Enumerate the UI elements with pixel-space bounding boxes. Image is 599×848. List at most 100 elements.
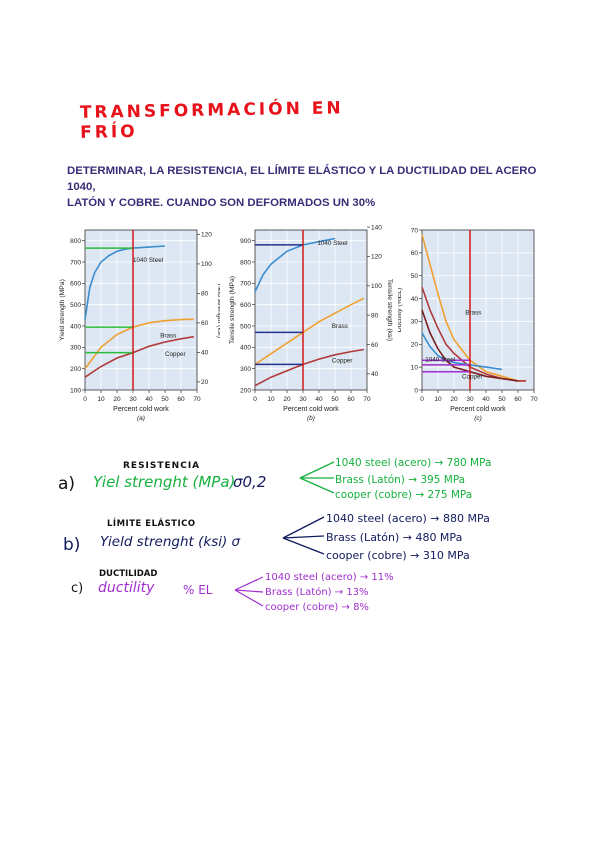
plot-frame xyxy=(84,229,198,391)
y-tick-label: 40 xyxy=(411,296,419,303)
section-b-label: Yield strenght (ksi) σ xyxy=(100,534,241,550)
section-b-letter: b) xyxy=(63,535,81,555)
x-tick-label: 20 xyxy=(113,396,121,403)
x-tick-label: 60 xyxy=(177,396,185,403)
y-tick-label: 600 xyxy=(70,281,81,288)
series-label-1040-steel: 1040 Steel xyxy=(317,240,347,247)
chart-svg: 0 10 20 30 40 50 60 70 200 300 400 500 600 700 800 900 4… xyxy=(229,224,393,422)
y-tick-label: 400 xyxy=(70,323,81,330)
y-tick-label: 100 xyxy=(70,387,81,394)
series-label-1040-steel: 1040 Steel xyxy=(425,356,455,363)
y-axis-label: Tensile strength (MPa) xyxy=(229,276,236,344)
x-tick-label: 70 xyxy=(363,396,371,403)
tensile-strength-chart: 0 10 20 30 40 50 60 70 200 300 400 500 600 700 800 900 4… xyxy=(225,222,400,432)
y-tick-label: 200 xyxy=(240,387,251,394)
y-tick-label: 900 xyxy=(240,238,251,245)
y-tick-label: 70 xyxy=(411,227,419,234)
x-axis-label: Percent cold work xyxy=(113,406,169,413)
x-tick-label: 30 xyxy=(466,396,474,403)
series-line-1040-steel xyxy=(421,332,503,371)
x-tick-label: 60 xyxy=(514,396,522,403)
series-label-copper: Copper xyxy=(462,374,483,381)
y-tick-label: 400 xyxy=(240,345,251,352)
section-c-unit: % EL xyxy=(183,583,213,597)
y-right-tick-label: 80 xyxy=(371,312,379,319)
section-a-symbol: σ0,2 xyxy=(233,473,267,491)
x-axis-label: Percent cold work xyxy=(450,406,506,413)
x-tick-label: 20 xyxy=(450,396,458,403)
y-right-tick-label: 80 xyxy=(201,291,209,298)
y-right-tick-label: 120 xyxy=(201,232,212,239)
y-right-tick-label: 60 xyxy=(371,342,379,349)
y-tick-label: 50 xyxy=(411,273,419,280)
y-axis-right-label: Yield strength (ksi) xyxy=(216,282,220,338)
series-line-copper xyxy=(84,335,194,378)
y-tick-label: 800 xyxy=(240,259,251,266)
section-b-item-steel: 1040 steel (acero) → 880 MPa xyxy=(326,512,490,525)
y-tick-label: 500 xyxy=(70,302,81,309)
page-title: TRANSFORMACIÓN EN FRÍO xyxy=(79,98,344,143)
chart-svg: 0 10 20 30 40 50 60 70 100 200 300 400 500 600 700 800 2… xyxy=(59,229,223,422)
series-label-brass: Brass xyxy=(465,310,481,317)
y-axis-right-label: Tensile strength (ksi) xyxy=(386,279,393,341)
x-tick-label: 10 xyxy=(434,396,442,403)
section-a-item-steel: 1040 steel (acero) → 780 MPa xyxy=(335,457,492,469)
section-c-item-brass: Brass (Latón) → 13% xyxy=(265,587,369,598)
section-a-letter: a) xyxy=(58,474,76,494)
section-b-item-brass: Brass (Latón) → 480 MPa xyxy=(326,531,463,544)
series-line-brass xyxy=(421,234,526,382)
series-line-brass xyxy=(254,297,365,366)
series-label-copper: Copper xyxy=(165,351,186,358)
section-c-heading: DUCTILIDAD xyxy=(99,569,158,579)
section-a-item-brass: Brass (Latón) → 395 MPa xyxy=(335,474,466,486)
plot-frame xyxy=(254,229,368,391)
x-tick-label: 60 xyxy=(347,396,355,403)
statement-line-2: LATÓN Y COBRE. CUANDO SON DEFORMADOS UN … xyxy=(67,197,376,209)
y-tick-label: 300 xyxy=(70,345,81,352)
y-right-tick-label: 40 xyxy=(201,350,209,357)
y-tick-label: 800 xyxy=(70,238,81,245)
x-tick-label: 70 xyxy=(193,396,201,403)
x-tick-label: 0 xyxy=(420,396,424,403)
y-tick-label: 500 xyxy=(240,323,251,330)
y-tick-label: 0 xyxy=(414,387,418,394)
y-axis-label: Yield strength (MPa) xyxy=(59,279,66,341)
yield-strength-chart: 0 10 20 30 40 50 60 70 100 200 300 400 500 600 700 800 2… xyxy=(45,222,223,432)
series-label-copper: Copper xyxy=(332,357,353,364)
chart-caption: (c) xyxy=(474,415,482,422)
exercise-statement: DETERMINAR, LA RESISTENCIA, EL LÍMITE EL… xyxy=(67,163,537,211)
y-right-tick-label: 120 xyxy=(371,254,382,261)
x-tick-label: 0 xyxy=(83,396,87,403)
y-tick-label: 300 xyxy=(240,366,251,373)
y-tick-label: 700 xyxy=(70,259,81,266)
y-tick-label: 30 xyxy=(411,319,419,326)
x-tick-label: 30 xyxy=(129,396,137,403)
section-b-item-copper: cooper (cobre) → 310 MPa xyxy=(326,549,470,562)
y-tick-label: 700 xyxy=(240,281,251,288)
y-tick-label: 200 xyxy=(70,366,81,373)
y-right-tick-label: 140 xyxy=(371,224,382,231)
section-a-label: Yiel strenght (MPa) xyxy=(93,473,236,491)
chart-caption: (a) xyxy=(137,415,145,422)
section-b-heading: LÍMITE ELÁSTICO xyxy=(107,519,196,529)
x-tick-label: 0 xyxy=(253,396,257,403)
x-axis-label: Percent cold work xyxy=(283,406,339,413)
section-a-heading: RESISTENCIA xyxy=(123,461,201,471)
x-tick-label: 40 xyxy=(315,396,323,403)
y-tick-label: 60 xyxy=(411,250,419,257)
y-axis-label: Ductility (%EL) xyxy=(398,288,403,333)
x-tick-label: 50 xyxy=(161,396,169,403)
y-right-tick-label: 20 xyxy=(201,379,209,386)
plot-background xyxy=(255,230,367,390)
x-tick-label: 50 xyxy=(498,396,506,403)
plot-background xyxy=(85,230,197,390)
y-right-tick-label: 100 xyxy=(201,261,212,268)
y-right-tick-label: 60 xyxy=(201,320,209,327)
x-tick-label: 40 xyxy=(145,396,153,403)
series-line-1040-steel xyxy=(84,245,166,320)
section-c-label: ductility xyxy=(98,580,155,596)
x-tick-label: 40 xyxy=(482,396,490,403)
y-tick-label: 10 xyxy=(411,364,419,371)
section-c-letter: c) xyxy=(71,581,84,596)
x-tick-label: 20 xyxy=(283,396,291,403)
